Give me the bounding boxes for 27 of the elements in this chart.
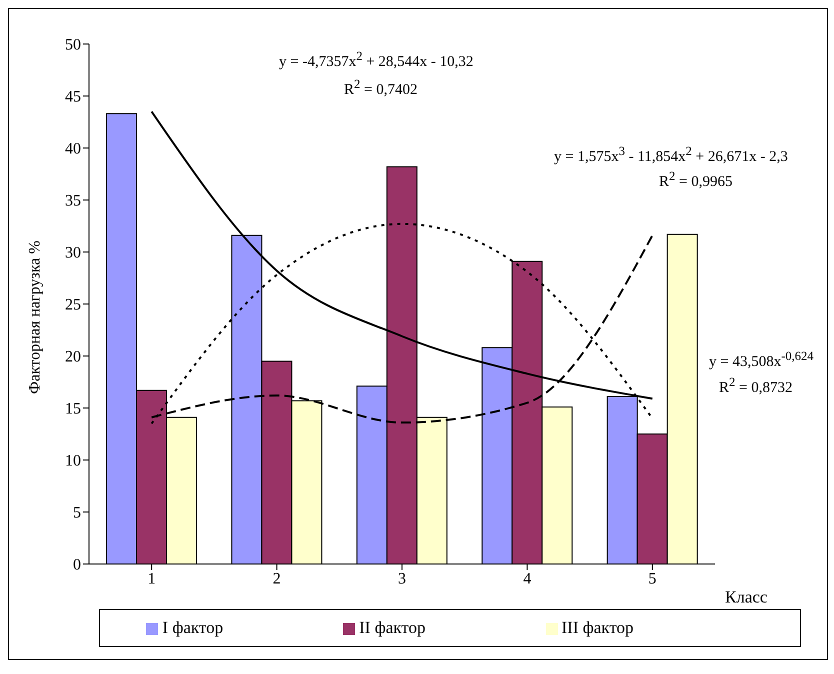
- x-axis-title: Класс: [725, 588, 768, 607]
- y-tick-label: 45: [65, 88, 81, 106]
- x-tick-label: 3: [398, 570, 406, 588]
- y-tick-label: 35: [65, 192, 81, 210]
- y-tick-label: 50: [65, 36, 81, 54]
- y-tick-label: 0: [73, 556, 81, 574]
- annotation: y = 1,575x$^{3}$ - 11,854x$^{2}$ + 26,671x - 2,3: [554, 144, 788, 166]
- y-tick-label: 10: [65, 452, 81, 470]
- x-tick-label: 1: [148, 570, 156, 588]
- y-tick-label: 5: [73, 504, 81, 522]
- annotation: y = 43,508x$^{-0,624}$: [709, 349, 814, 371]
- y-tick-label: 25: [65, 296, 81, 314]
- y-tick-label: 40: [65, 140, 81, 158]
- annotation: R$^{2}$ = 0,7402: [344, 77, 418, 99]
- legend-label: II фактор: [359, 618, 426, 637]
- annotation: y = -4,7357x$^{2}$ + 28,544x - 10,32: [279, 49, 474, 71]
- y-tick-label: 30: [65, 244, 81, 262]
- legend-label: III фактор: [562, 618, 634, 637]
- legend-label: I фактор: [162, 618, 224, 637]
- x-tick-label: 2: [272, 570, 281, 588]
- y-axis-title: Факторная нагрузка %: [26, 240, 44, 394]
- x-tick-label: 4: [523, 570, 532, 588]
- annotation: R$^{2}$ = 0,9965: [659, 169, 732, 191]
- y-tick-label: 20: [65, 348, 81, 366]
- x-tick-label: 5: [648, 570, 656, 588]
- text: R$^{2}$ = 0,8732: [719, 375, 792, 397]
- y-tick-label: 15: [65, 400, 81, 418]
